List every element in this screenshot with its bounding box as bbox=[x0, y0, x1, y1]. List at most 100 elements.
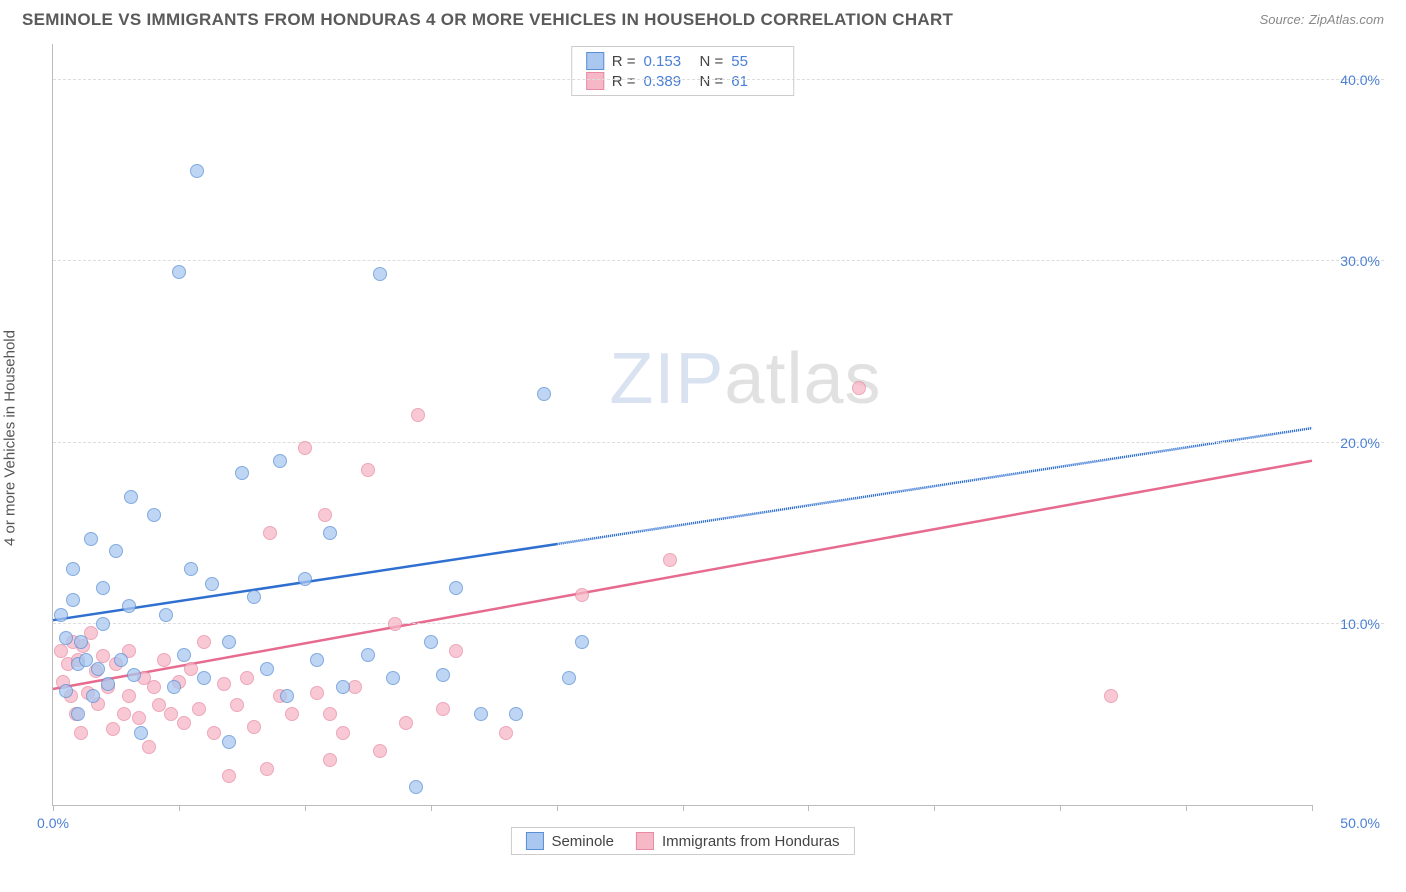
scatter-point-series2 bbox=[852, 381, 866, 395]
x-tick bbox=[934, 805, 935, 811]
scatter-point-series1 bbox=[84, 532, 98, 546]
scatter-point-series1 bbox=[177, 648, 191, 662]
scatter-point-series1 bbox=[86, 689, 100, 703]
scatter-point-series1 bbox=[101, 677, 115, 691]
scatter-point-series2 bbox=[663, 553, 677, 567]
scatter-point-series1 bbox=[260, 662, 274, 676]
scatter-point-series2 bbox=[122, 689, 136, 703]
scatter-point-series1 bbox=[74, 635, 88, 649]
scatter-point-series1 bbox=[190, 164, 204, 178]
scatter-point-series2 bbox=[222, 769, 236, 783]
scatter-point-series1 bbox=[172, 265, 186, 279]
scatter-point-series2 bbox=[411, 408, 425, 422]
stats-n-value-1: 55 bbox=[731, 53, 779, 70]
scatter-point-series1 bbox=[59, 631, 73, 645]
scatter-point-series1 bbox=[205, 577, 219, 591]
scatter-point-series2 bbox=[318, 508, 332, 522]
scatter-point-series2 bbox=[361, 463, 375, 477]
y-tick-label: 20.0% bbox=[1340, 435, 1380, 451]
scatter-point-series1 bbox=[424, 635, 438, 649]
scatter-point-series1 bbox=[96, 617, 110, 631]
legend-item-2: Immigrants from Honduras bbox=[636, 832, 840, 850]
scatter-point-series2 bbox=[247, 720, 261, 734]
scatter-point-series2 bbox=[184, 662, 198, 676]
stats-n-value-2: 61 bbox=[731, 73, 779, 90]
scatter-point-series1 bbox=[386, 671, 400, 685]
scatter-point-series2 bbox=[373, 744, 387, 758]
scatter-point-series2 bbox=[240, 671, 254, 685]
legend-item-1: Seminole bbox=[525, 832, 614, 850]
scatter-point-series2 bbox=[117, 707, 131, 721]
scatter-point-series2 bbox=[336, 726, 350, 740]
scatter-point-series1 bbox=[66, 593, 80, 607]
stats-row-2: R = 0.389 N = 61 bbox=[586, 71, 780, 91]
scatter-point-series2 bbox=[74, 726, 88, 740]
x-tick bbox=[557, 805, 558, 811]
scatter-point-series1 bbox=[537, 387, 551, 401]
scatter-point-series2 bbox=[207, 726, 221, 740]
scatter-point-series2 bbox=[388, 617, 402, 631]
chart-title: SEMINOLE VS IMMIGRANTS FROM HONDURAS 4 O… bbox=[22, 10, 953, 30]
legend-swatch-2 bbox=[636, 832, 654, 850]
watermark-atlas: atlas bbox=[724, 339, 881, 419]
gridline bbox=[53, 623, 1384, 624]
scatter-point-series1 bbox=[474, 707, 488, 721]
y-tick-label: 40.0% bbox=[1340, 72, 1380, 88]
scatter-point-series2 bbox=[399, 716, 413, 730]
scatter-point-series1 bbox=[273, 454, 287, 468]
scatter-point-series1 bbox=[409, 780, 423, 794]
legend-swatch-1 bbox=[525, 832, 543, 850]
scatter-point-series2 bbox=[106, 722, 120, 736]
scatter-point-series2 bbox=[177, 716, 191, 730]
scatter-point-series1 bbox=[336, 680, 350, 694]
trend-lines bbox=[53, 44, 1312, 805]
scatter-point-series2 bbox=[157, 653, 171, 667]
scatter-point-series1 bbox=[197, 671, 211, 685]
source: Source: ZipAtlas.com bbox=[1260, 11, 1384, 29]
scatter-point-series1 bbox=[235, 466, 249, 480]
stats-n-label-2: N = bbox=[700, 73, 724, 90]
stats-r-label-2: R = bbox=[612, 73, 636, 90]
scatter-point-series2 bbox=[132, 711, 146, 725]
scatter-point-series2 bbox=[197, 635, 211, 649]
x-tick bbox=[1312, 805, 1313, 811]
scatter-point-series2 bbox=[217, 677, 231, 691]
scatter-point-series2 bbox=[260, 762, 274, 776]
scatter-point-series1 bbox=[54, 608, 68, 622]
scatter-point-series1 bbox=[59, 684, 73, 698]
x-tick bbox=[1186, 805, 1187, 811]
scatter-point-series1 bbox=[134, 726, 148, 740]
scatter-point-series1 bbox=[71, 707, 85, 721]
scatter-point-series1 bbox=[222, 735, 236, 749]
scatter-point-series1 bbox=[222, 635, 236, 649]
watermark-zip: ZIP bbox=[609, 339, 724, 419]
scatter-point-series1 bbox=[509, 707, 523, 721]
scatter-point-series2 bbox=[449, 644, 463, 658]
scatter-point-series1 bbox=[127, 668, 141, 682]
scatter-point-series1 bbox=[562, 671, 576, 685]
scatter-point-series2 bbox=[285, 707, 299, 721]
chart-area: 4 or more Vehicles in Household ZIPatlas… bbox=[22, 44, 1384, 832]
stats-legend-box: R = 0.153 N = 55 R = 0.389 N = 61 bbox=[571, 46, 795, 96]
scatter-point-series1 bbox=[66, 562, 80, 576]
scatter-point-series1 bbox=[361, 648, 375, 662]
scatter-point-series1 bbox=[96, 581, 110, 595]
x-tick-label: 50.0% bbox=[1340, 815, 1380, 831]
scatter-point-series2 bbox=[575, 588, 589, 602]
legend-label-1: Seminole bbox=[551, 833, 614, 850]
scatter-point-series1 bbox=[298, 572, 312, 586]
legend-bottom: Seminole Immigrants from Honduras bbox=[510, 827, 854, 855]
y-tick-label: 30.0% bbox=[1340, 253, 1380, 269]
scatter-point-series1 bbox=[91, 662, 105, 676]
scatter-point-series1 bbox=[147, 508, 161, 522]
scatter-point-series2 bbox=[230, 698, 244, 712]
scatter-point-series1 bbox=[124, 490, 138, 504]
scatter-point-series1 bbox=[310, 653, 324, 667]
gridline bbox=[53, 442, 1384, 443]
scatter-point-series2 bbox=[323, 707, 337, 721]
scatter-point-series2 bbox=[323, 753, 337, 767]
scatter-point-series2 bbox=[147, 680, 161, 694]
x-tick bbox=[53, 805, 54, 811]
scatter-point-series1 bbox=[247, 590, 261, 604]
stats-row-1: R = 0.153 N = 55 bbox=[586, 51, 780, 71]
